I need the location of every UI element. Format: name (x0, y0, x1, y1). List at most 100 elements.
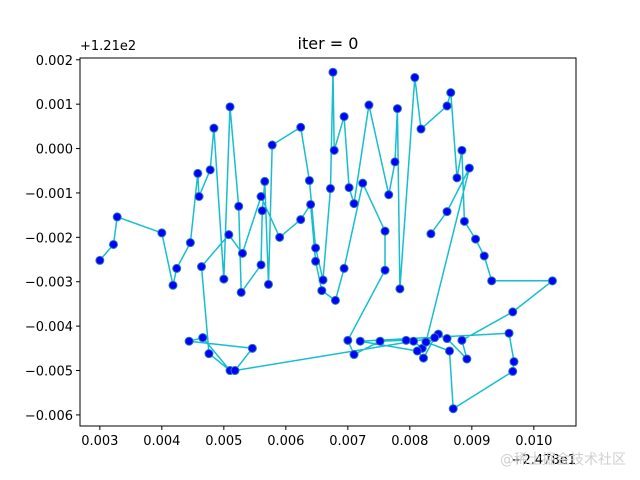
data-point (392, 104, 402, 114)
y-tick-label: −0.003 (25, 276, 73, 291)
data-point (459, 216, 469, 226)
data-point (194, 191, 204, 201)
data-point (157, 228, 167, 238)
data-point (364, 100, 374, 110)
y-tick-label: −0.006 (25, 409, 73, 424)
data-point (410, 73, 420, 83)
y-tick-label: −0.004 (25, 320, 73, 335)
data-point (275, 232, 285, 242)
plot-area (95, 67, 557, 414)
y-tick-label: −0.001 (25, 187, 73, 202)
x-offset-label: +2.478e1 (512, 453, 576, 468)
data-point (355, 336, 365, 346)
data-point (267, 140, 277, 150)
data-point (442, 101, 452, 111)
data-point (257, 206, 267, 216)
data-point (328, 67, 338, 77)
data-point (457, 335, 467, 345)
data-point (108, 239, 118, 249)
y-axis: 0.002 0.001 0.000 −0.001 −0.002 −0.003 −0.004 −… (25, 54, 80, 424)
data-point (172, 263, 182, 273)
data-point (197, 262, 207, 272)
x-tick-label: 0.009 (453, 434, 490, 449)
series-line (99, 71, 554, 410)
data-point (296, 122, 306, 132)
data-point (349, 350, 359, 360)
data-point (344, 183, 354, 193)
data-point (375, 336, 385, 346)
data-point (209, 123, 219, 133)
data-point (409, 336, 419, 346)
data-point (358, 178, 368, 188)
data-point (462, 354, 472, 364)
data-point (95, 255, 105, 265)
data-point (487, 276, 497, 286)
data-point (329, 145, 339, 155)
x-tick-label: 0.003 (81, 434, 118, 449)
data-point (219, 274, 229, 284)
y-tick-label: 0.000 (36, 143, 73, 158)
data-point (509, 357, 519, 367)
data-point (448, 404, 458, 414)
data-point (349, 199, 359, 209)
data-point (412, 346, 422, 356)
data-point (224, 230, 234, 240)
data-point (184, 336, 194, 346)
watermark-text: @稀土掘金技术社区 (500, 452, 626, 468)
data-point (185, 238, 195, 248)
data-point (380, 265, 390, 275)
data-point (236, 287, 246, 297)
data-point (418, 353, 428, 363)
data-point (260, 176, 270, 186)
y-offset-label: +1.21e2 (80, 39, 136, 54)
data-point (508, 307, 518, 317)
data-point (311, 256, 321, 266)
data-point (395, 284, 405, 294)
data-point (442, 207, 452, 217)
x-tick-label: 0.007 (329, 434, 366, 449)
data-point (343, 335, 353, 345)
data-point (306, 199, 316, 209)
data-point (547, 276, 557, 286)
y-tick-label: −0.005 (25, 365, 73, 380)
data-point (339, 263, 349, 273)
y-tick-label: 0.002 (36, 54, 73, 69)
data-point (330, 295, 340, 305)
x-tick-label: 0.010 (515, 434, 552, 449)
data-point (237, 248, 247, 258)
data-point (421, 337, 431, 347)
series-lines (99, 71, 554, 410)
x-tick-label: 0.006 (267, 434, 304, 449)
data-point (317, 286, 327, 296)
data-point (339, 112, 349, 122)
data-point (508, 366, 518, 376)
data-point (504, 328, 514, 338)
y-tick-label: −0.002 (25, 231, 73, 246)
data-point (479, 251, 489, 261)
data-point (464, 163, 474, 173)
data-point (445, 346, 455, 356)
data-point (457, 145, 467, 155)
data-point (234, 201, 244, 211)
series-markers (95, 67, 557, 414)
data-point (442, 334, 452, 344)
x-tick-label: 0.004 (143, 434, 180, 449)
data-point (390, 157, 400, 167)
data-point (204, 349, 214, 359)
data-point (168, 280, 178, 290)
data-point (416, 124, 426, 134)
x-axis: 0.003 0.004 0.005 0.006 0.007 0.008 0.009 0.010 (81, 426, 552, 449)
data-point (296, 215, 306, 225)
data-point (112, 212, 122, 222)
data-point (325, 184, 335, 194)
data-point (304, 176, 314, 186)
data-point (318, 275, 328, 285)
data-point (198, 333, 208, 343)
data-point (247, 343, 257, 353)
data-point (263, 279, 273, 289)
data-point (380, 226, 390, 236)
data-point (430, 333, 440, 343)
data-point (193, 168, 203, 178)
